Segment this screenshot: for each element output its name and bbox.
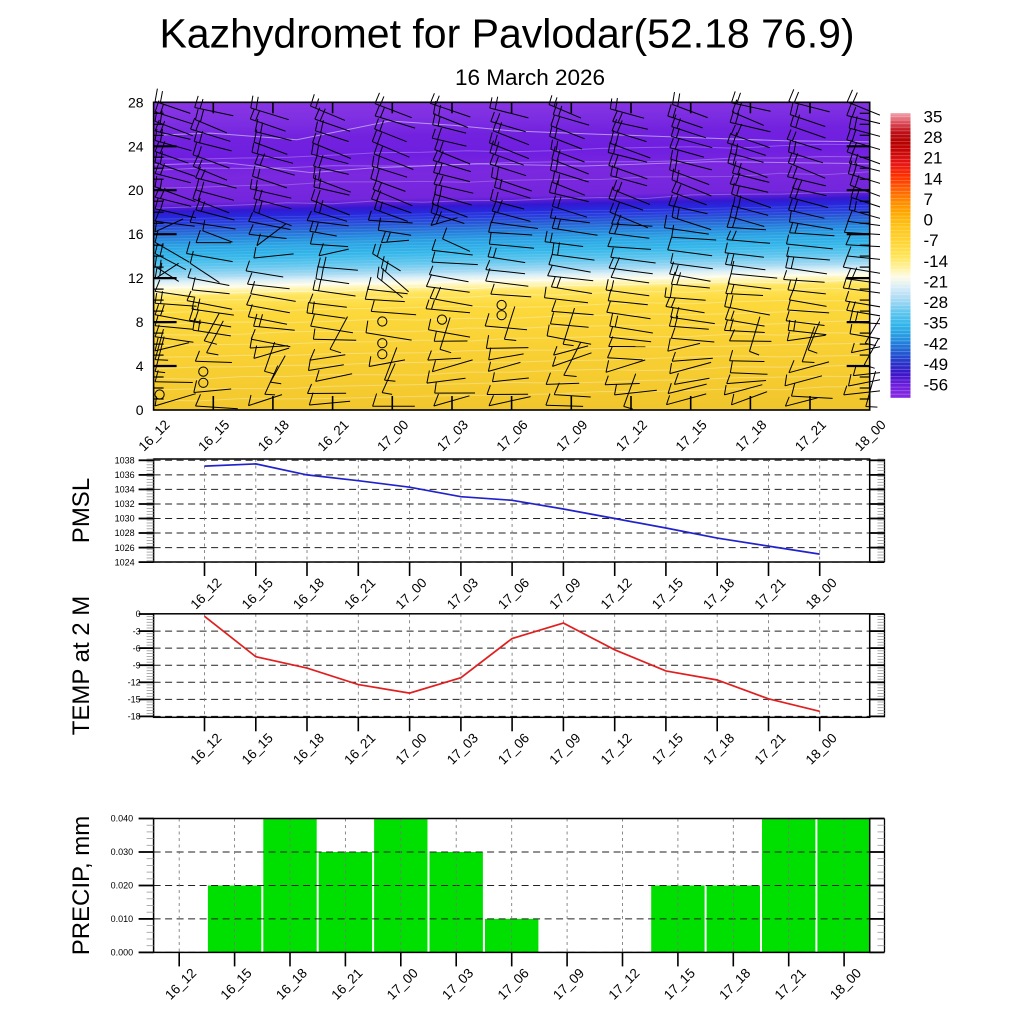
svg-text:-21: -21 [924, 272, 949, 291]
svg-text:0: 0 [924, 211, 933, 230]
svg-text:0: 0 [136, 402, 144, 418]
svg-text:0.040: 0.040 [111, 814, 134, 824]
svg-text:0: 0 [136, 609, 141, 619]
svg-text:1024: 1024 [115, 557, 135, 567]
svg-text:1028: 1028 [115, 528, 135, 538]
svg-text:24: 24 [128, 138, 144, 154]
svg-text:0.030: 0.030 [111, 847, 134, 857]
svg-text:12: 12 [128, 270, 144, 286]
svg-text:28: 28 [924, 128, 943, 147]
svg-text:0.000: 0.000 [111, 948, 134, 958]
svg-text:21: 21 [924, 149, 943, 168]
svg-text:-18: -18 [128, 712, 141, 722]
svg-text:1038: 1038 [115, 456, 135, 466]
svg-text:14: 14 [924, 169, 943, 188]
svg-text:4: 4 [136, 358, 144, 374]
svg-text:-14: -14 [924, 252, 949, 271]
svg-text:0.010: 0.010 [111, 914, 134, 924]
svg-text:-15: -15 [128, 695, 141, 705]
svg-text:1032: 1032 [115, 499, 135, 509]
svg-text:Kazhydromet for Pavlodar(52.18: Kazhydromet for Pavlodar(52.18 76.9) [159, 11, 854, 57]
svg-text:1034: 1034 [115, 485, 135, 495]
svg-text:-6: -6 [133, 643, 141, 653]
svg-text:-42: -42 [924, 334, 949, 353]
svg-text:28: 28 [128, 94, 144, 110]
svg-text:-9: -9 [133, 660, 141, 670]
svg-text:PMSL: PMSL [68, 478, 95, 543]
svg-text:1026: 1026 [115, 543, 135, 553]
svg-text:-3: -3 [133, 626, 141, 636]
svg-text:PRECIP, mm: PRECIP, mm [68, 816, 95, 956]
svg-text:20: 20 [128, 182, 144, 198]
svg-text:8: 8 [136, 314, 144, 330]
svg-text:-56: -56 [924, 376, 949, 395]
svg-text:-28: -28 [924, 293, 949, 312]
svg-text:-12: -12 [128, 678, 141, 688]
svg-text:1030: 1030 [115, 514, 135, 524]
svg-text:-7: -7 [924, 231, 939, 250]
svg-text:-49: -49 [924, 355, 949, 374]
svg-text:16 March 2026: 16 March 2026 [455, 65, 605, 90]
svg-text:0.020: 0.020 [111, 881, 134, 891]
svg-text:16: 16 [128, 226, 144, 242]
svg-text:7: 7 [924, 190, 933, 209]
svg-text:-35: -35 [924, 314, 949, 333]
svg-text:1036: 1036 [115, 470, 135, 480]
svg-text:TEMP at 2 M: TEMP at 2 M [68, 596, 95, 736]
svg-text:35: 35 [924, 107, 943, 126]
